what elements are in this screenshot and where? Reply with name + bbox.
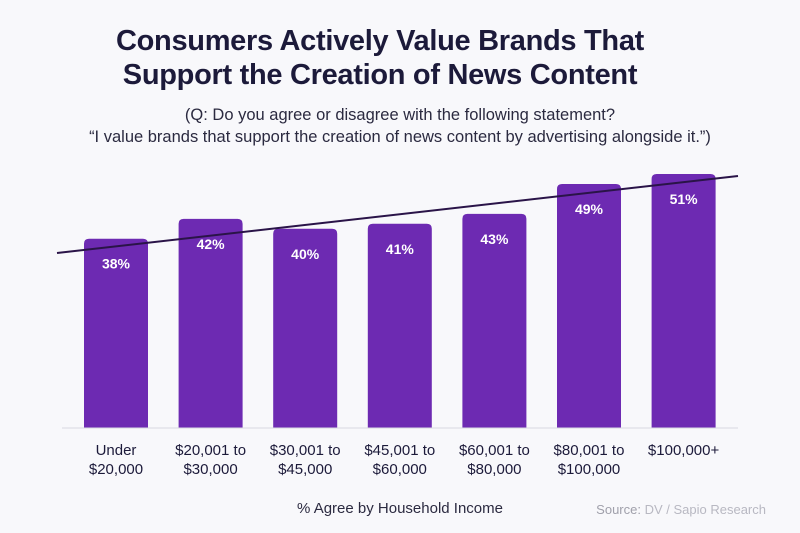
data-label: 38% (102, 256, 131, 272)
title-line-1: Consumers Actively Value Brands That (115, 25, 645, 57)
bar (651, 174, 716, 428)
title-line-2: Support the Creation of News Content (122, 59, 638, 91)
source-label: Source: (596, 502, 641, 517)
data-label: 49% (575, 201, 604, 217)
x-tick-label: $100,000 (558, 461, 621, 478)
data-label: 40% (291, 246, 320, 262)
x-tick-label: $20,000 (89, 461, 143, 478)
x-tick-label: $45,001 to (364, 442, 435, 459)
data-label: 42% (197, 236, 226, 252)
bar (557, 183, 621, 428)
trend-line (56, 175, 739, 254)
source-text: DV / Sapio Research (640, 502, 766, 517)
data-label: 41% (386, 241, 415, 257)
x-tick-label: $30,000 (183, 461, 237, 478)
x-tick-label: Under (96, 442, 137, 459)
subtitle-line-2: “I value brands that support the creatio… (89, 128, 711, 146)
chart-subtitle: (Q: Do you agree or disagree with the fo… (0, 104, 800, 148)
x-tick-label: $60,000 (373, 461, 427, 478)
x-tick-label: $80,000 (467, 461, 521, 478)
x-axis-label: % Agree by Household Income (297, 500, 503, 517)
bar (462, 213, 527, 428)
subtitle-line-1: (Q: Do you agree or disagree with the fo… (184, 106, 616, 124)
x-tick-label: $45,000 (278, 461, 332, 478)
data-label: 43% (480, 231, 509, 247)
x-tick-label: $80,001 to (554, 442, 625, 459)
x-tick-label: $60,001 to (459, 442, 530, 459)
x-tick-label: $20,001 to (175, 442, 246, 459)
chart-title: Consumers Actively Value Brands That Sup… (0, 24, 760, 92)
bar (84, 238, 148, 428)
bar (273, 228, 338, 428)
bar (178, 218, 243, 428)
source-note: Source: DV / Sapio Research (596, 502, 766, 517)
x-tick-label: $100,000+ (648, 442, 720, 459)
x-tick-label: $30,001 to (270, 442, 341, 459)
data-label: 51% (670, 191, 699, 207)
bar (367, 223, 432, 428)
